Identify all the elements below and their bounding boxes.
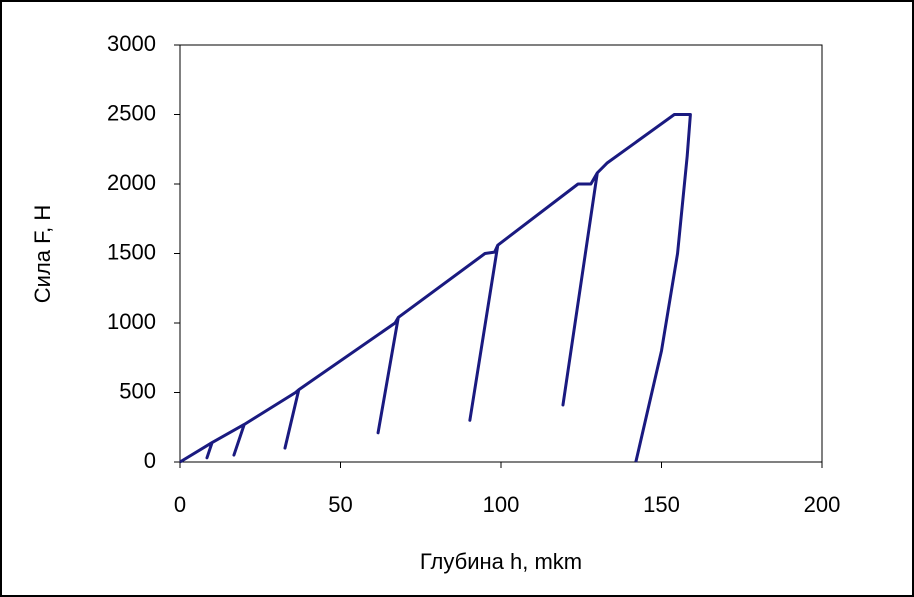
y-tick-label: 3000 [107,31,156,56]
data-line [179,113,692,464]
y-tick-label: 500 [119,378,156,403]
y-tick-label: 2000 [107,170,156,195]
x-tick-label: 0 [174,492,186,517]
y-tick-label: 0 [144,448,156,473]
x-tick-label: 100 [483,492,520,517]
y-tick-label: 1000 [107,309,156,334]
x-tick-label: 150 [643,492,680,517]
y-tick-label: 2500 [107,100,156,125]
x-tick-label: 50 [328,492,352,517]
x-axis-label: Глубина h, mkm [420,549,582,574]
x-tick-label: 200 [804,492,841,517]
y-axis-label: Сила F, Н [30,205,55,303]
y-tick-label: 1500 [107,239,156,264]
